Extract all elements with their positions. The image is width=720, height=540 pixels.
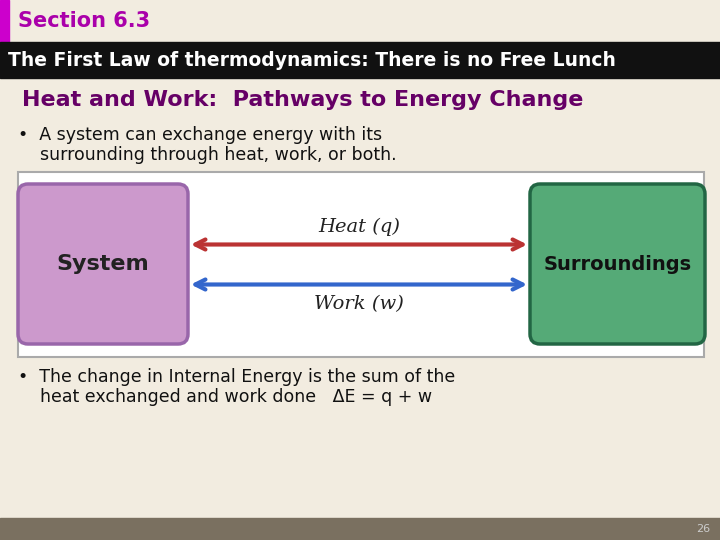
Bar: [0, 518, 720, 540]
Text: •  A system can exchange energy with its: • A system can exchange energy with its: [18, 126, 382, 144]
Text: Work (w): Work (w): [314, 295, 404, 314]
Text: Heat (q): Heat (q): [318, 218, 400, 235]
Text: heat exchanged and work done   ΔE = q + w: heat exchanged and work done ΔE = q + w: [18, 388, 432, 406]
Text: Heat and Work:  Pathways to Energy Change: Heat and Work: Pathways to Energy Change: [22, 90, 583, 110]
Text: •  The change in Internal Energy is the sum of the: • The change in Internal Energy is the s…: [18, 368, 455, 386]
Text: surrounding through heat, work, or both.: surrounding through heat, work, or both.: [18, 146, 397, 164]
Text: 26: 26: [696, 524, 710, 534]
Bar: [18, 172, 704, 357]
Text: Surroundings: Surroundings: [544, 254, 692, 273]
FancyBboxPatch shape: [530, 184, 705, 344]
FancyBboxPatch shape: [18, 184, 188, 344]
Bar: [0, 0, 9, 42]
Text: Section 6.3: Section 6.3: [18, 11, 150, 31]
Bar: [0, 42, 720, 78]
Text: The First Law of thermodynamics: There is no Free Lunch: The First Law of thermodynamics: There i…: [8, 51, 616, 70]
Text: System: System: [57, 254, 149, 274]
